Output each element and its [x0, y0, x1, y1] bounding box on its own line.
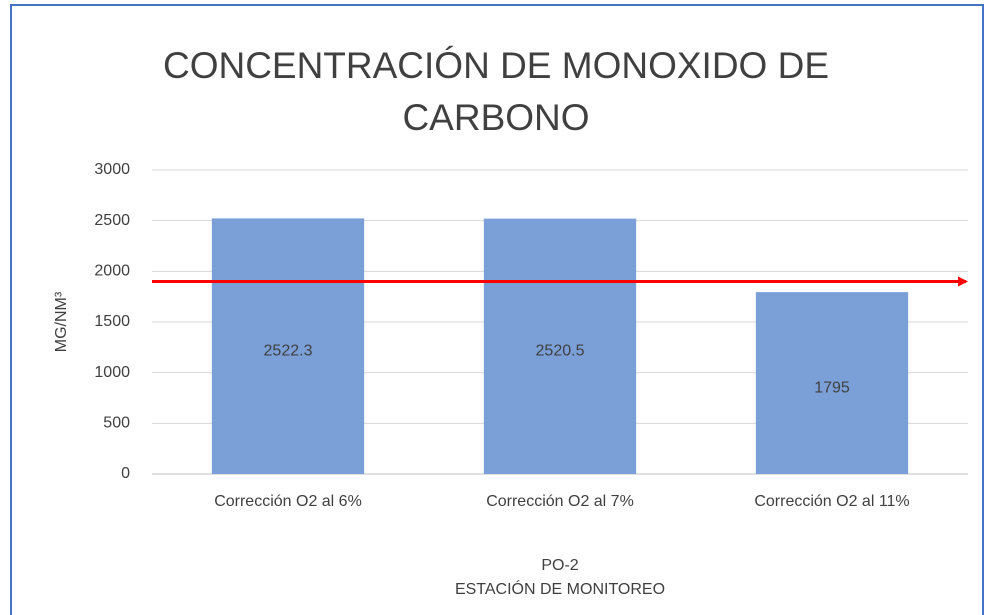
y-tick-label: 2500 — [94, 212, 130, 229]
y-axis-label: MG/NM³ — [53, 291, 70, 352]
y-tick-label: 1500 — [94, 313, 130, 330]
y-tick-label: 2000 — [94, 263, 130, 280]
x-axis-label: PO-2 — [541, 557, 578, 574]
bar — [483, 218, 637, 474]
bar — [211, 218, 365, 474]
x-tick-label: Corrección O2 al 6% — [214, 493, 362, 510]
bar — [755, 292, 909, 474]
y-tick-label: 0 — [121, 465, 130, 482]
x-axis-label: ESTACIÓN DE MONITOREO — [455, 579, 665, 598]
y-tick-label: 3000 — [94, 161, 130, 178]
x-tick-label: Corrección O2 al 11% — [754, 493, 909, 510]
y-tick-label: 500 — [103, 415, 130, 432]
chart-frame — [10, 4, 984, 615]
x-tick-label: Corrección O2 al 7% — [486, 493, 634, 510]
chart-title: CONCENTRACIÓN DE MONOXIDO DE CARBONO — [162, 45, 830, 138]
data-label: 1795 — [814, 379, 850, 396]
data-label: 2520.5 — [536, 343, 585, 360]
data-label: 2522.3 — [264, 342, 313, 359]
y-tick-label: 1000 — [94, 364, 130, 381]
